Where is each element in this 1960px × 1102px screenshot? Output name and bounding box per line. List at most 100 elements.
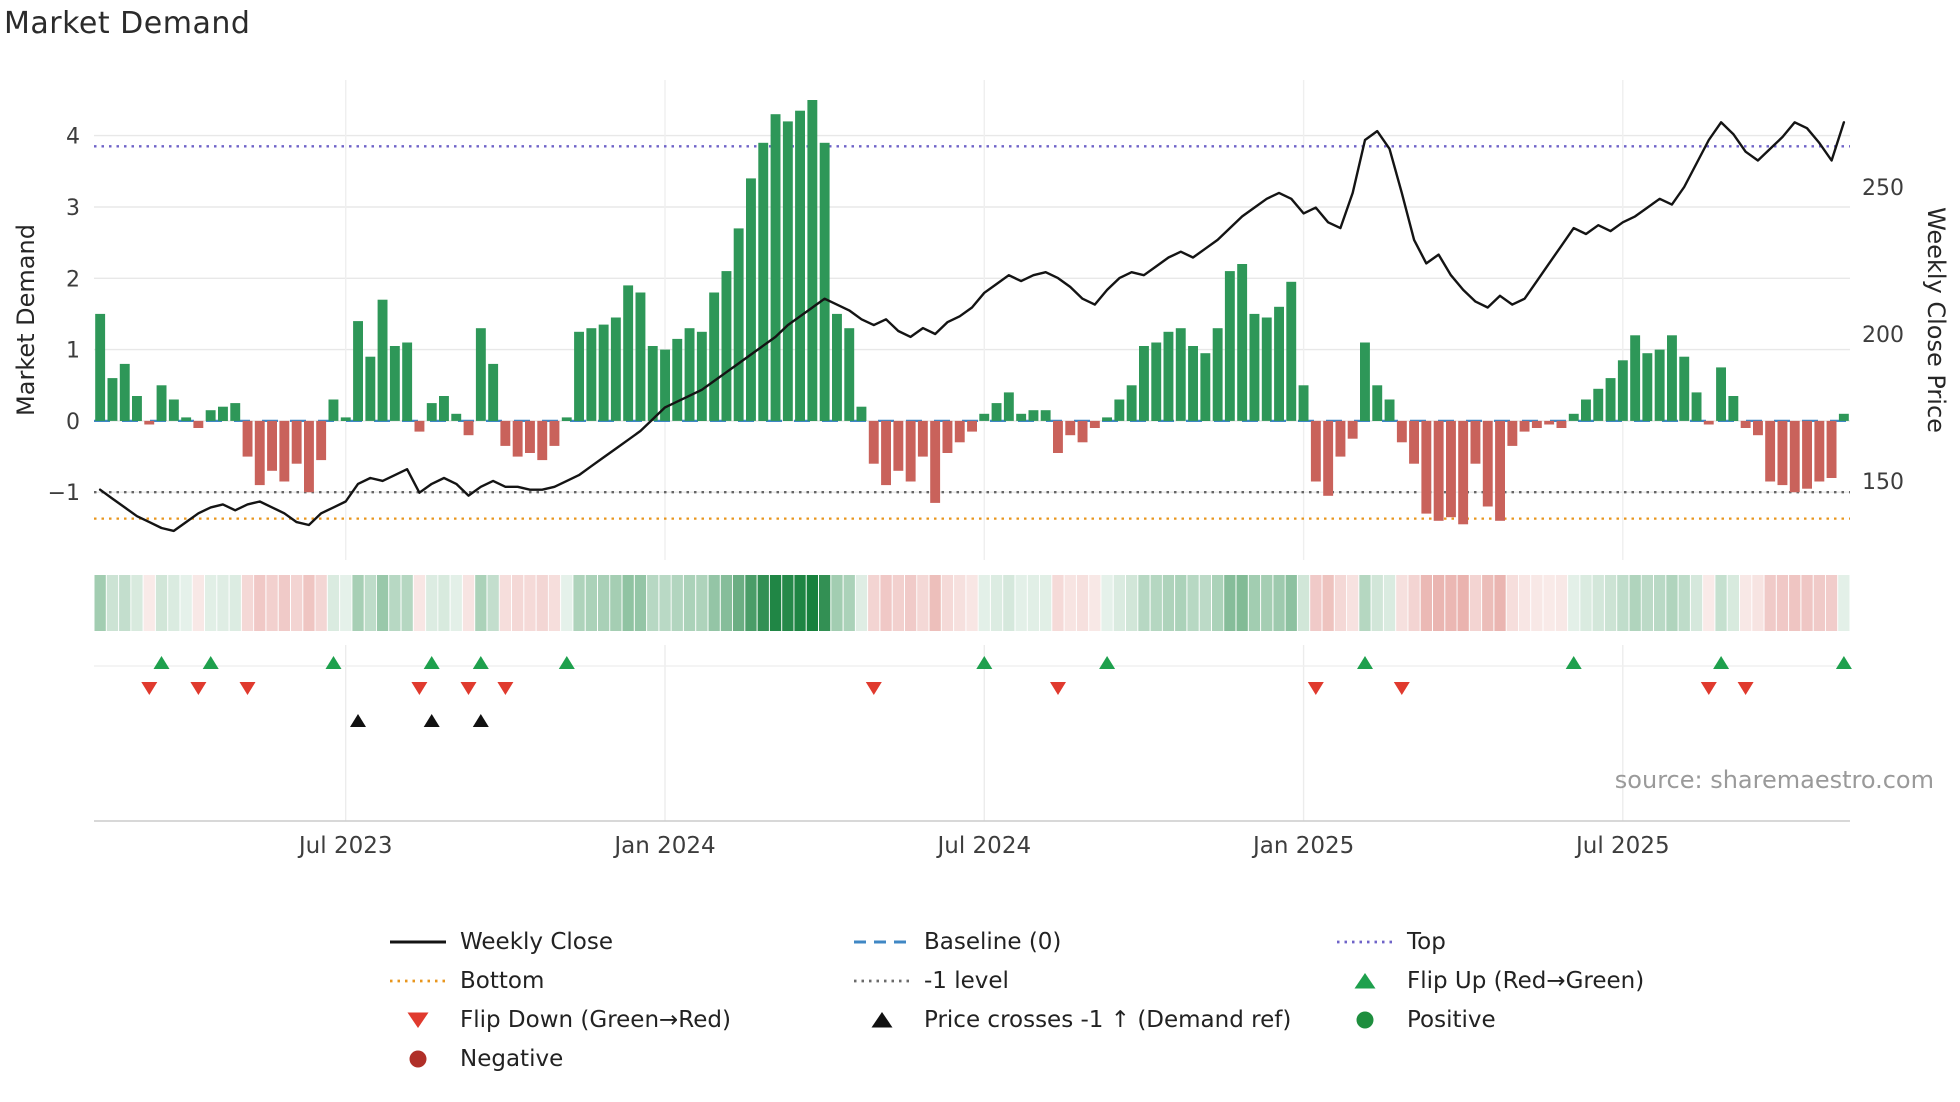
- flip-down-marker: [239, 682, 256, 695]
- demand-bar-positive: [1261, 317, 1272, 421]
- flip-up-marker: [976, 656, 993, 669]
- heatmap-cell: [1789, 575, 1801, 631]
- flip-down-marker: [1307, 682, 1324, 695]
- demand-bar-positive: [132, 396, 142, 421]
- heatmap-cell: [647, 575, 659, 631]
- heatmap-cell: [1126, 575, 1138, 631]
- heatmap-cell: [426, 575, 438, 631]
- demand-bar-negative: [537, 420, 548, 461]
- demand-bar-positive: [672, 338, 683, 421]
- negative-swatch-icon: [409, 1050, 427, 1067]
- heatmap-cell: [278, 575, 290, 631]
- heatmap-cell: [831, 575, 843, 631]
- demand-bar-positive: [684, 328, 695, 421]
- demand-bar-negative: [942, 420, 953, 453]
- heatmap-cell: [954, 575, 966, 631]
- left-axis-tick: 1: [66, 339, 80, 364]
- demand-bar-positive: [95, 313, 106, 421]
- flip-up-marker: [202, 656, 219, 669]
- flip-down-marker: [865, 682, 882, 695]
- left-axis-tick: 3: [66, 196, 80, 221]
- heatmap-cell: [1617, 575, 1629, 631]
- heatmap-cell: [376, 575, 389, 631]
- demand-bar-positive: [340, 417, 351, 421]
- demand-bar-positive: [1200, 353, 1211, 421]
- demand-bar-positive: [1028, 410, 1039, 421]
- demand-bar-positive: [770, 114, 781, 421]
- heatmap-cell: [880, 575, 892, 631]
- heatmap-cell: [1396, 575, 1408, 631]
- legend-column: Baseline (0) -1 level Price crosses -1 ↑ (…: [852, 922, 1291, 1039]
- demand-bar-negative: [881, 420, 891, 486]
- left-axis-tick: 0: [66, 410, 80, 435]
- demand-bar-negative: [893, 420, 904, 471]
- demand-bar-positive: [365, 356, 376, 421]
- demand-bar-positive: [696, 331, 707, 421]
- demand-bar-positive: [1224, 271, 1235, 421]
- heatmap-cell: [1359, 575, 1371, 631]
- bottom-swatch-icon: [390, 979, 446, 982]
- demand-bar-positive: [1384, 399, 1395, 421]
- heatmap-cell: [1408, 575, 1420, 631]
- heatmap-cell: [1482, 575, 1494, 631]
- demand-bar-positive: [1003, 392, 1014, 421]
- heatmap-cell: [1801, 575, 1813, 631]
- demand-bar-negative: [1396, 420, 1407, 443]
- heatmap-cell: [917, 575, 929, 631]
- demand-bar-positive: [1188, 346, 1198, 421]
- heatmap-cell: [622, 575, 634, 631]
- legend-column: Weekly Close Bottom Flip Down (Green→Red) N…: [388, 922, 731, 1078]
- demand-bar-positive: [475, 328, 486, 421]
- heatmap-cell: [327, 575, 340, 631]
- demand-bar-positive: [353, 321, 363, 421]
- heatmap-cell: [1236, 575, 1248, 631]
- heatmap-cell: [1064, 575, 1076, 631]
- demand-bar-positive: [1654, 349, 1665, 421]
- heatmap-cell: [487, 575, 499, 631]
- heatmap-cell: [819, 575, 831, 631]
- price-cross-marker: [423, 714, 440, 727]
- demand-bar-negative: [930, 420, 941, 503]
- demand-bar-negative: [1802, 420, 1812, 489]
- heatmap-cell: [303, 575, 315, 631]
- demand-bar-negative: [1446, 420, 1456, 518]
- flip-up-marker: [558, 656, 575, 669]
- heatmap-cell: [352, 575, 364, 631]
- weekly-close-swatch-icon: [390, 940, 446, 943]
- legend-item-1-level: -1 level: [852, 961, 1291, 1000]
- positive-swatch-icon: [1356, 1011, 1374, 1028]
- legend-item-flip-up-red-green: Flip Up (Red→Green): [1335, 961, 1644, 1000]
- heatmap-cell: [524, 575, 536, 631]
- demand-bar-negative: [1310, 420, 1321, 482]
- demand-bar-positive: [205, 410, 216, 421]
- demand-bar-negative: [1507, 420, 1518, 446]
- demand-bar-negative: [1089, 420, 1100, 428]
- left-axis-tick: 2: [66, 267, 80, 292]
- heatmap-cell: [1261, 575, 1273, 631]
- demand-bar-positive: [389, 346, 400, 421]
- x-axis-tick: Jan 2024: [612, 833, 715, 859]
- demand-bar-negative: [525, 420, 535, 453]
- demand-bar-negative: [1421, 420, 1432, 514]
- heatmap-cell: [1334, 575, 1347, 631]
- heatmap-cell: [364, 575, 376, 631]
- x-axis-tick: Jul 2025: [1574, 833, 1670, 859]
- demand-bar-positive: [1372, 385, 1383, 421]
- legend-column: Top Flip Up (Red→Green) Positive: [1335, 922, 1644, 1039]
- heatmap-cell: [1150, 575, 1162, 631]
- demand-bar-negative: [1433, 420, 1444, 521]
- demand-bar-negative: [1458, 420, 1469, 525]
- demand-bar-negative: [1777, 420, 1788, 486]
- demand-bar-negative: [1495, 420, 1505, 521]
- heatmap-cell: [143, 575, 155, 631]
- heatmap-cell: [1113, 575, 1125, 631]
- demand-bar-positive: [1838, 413, 1849, 421]
- demand-bar-positive: [1691, 392, 1702, 421]
- demand-bar-negative: [1347, 420, 1358, 439]
- tri-up-glyph: [1354, 972, 1376, 988]
- heatmap-cell: [573, 575, 585, 631]
- heatmap-cell: [1838, 575, 1850, 631]
- heatmap-cell: [757, 575, 769, 631]
- heatmap-cell: [205, 575, 217, 631]
- heatmap-cell: [855, 575, 868, 631]
